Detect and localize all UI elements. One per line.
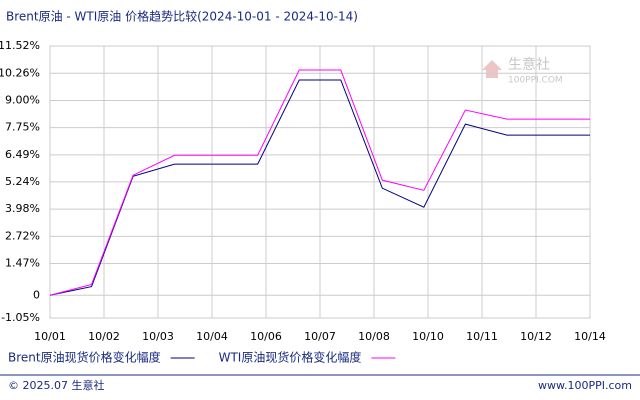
y-tick-label: -1.05% [1, 311, 40, 324]
y-tick-label: 2.72% [5, 229, 40, 242]
y-tick-label: 7.75% [5, 121, 40, 134]
legend-label: WTI原油现货价格变化幅度 [219, 350, 362, 365]
y-tick-label: 1.47% [5, 256, 40, 269]
footer-right: www.100PPI.com [538, 379, 632, 392]
watermark-sub: 100PPI.COM [508, 76, 563, 86]
x-tick-label: 10/03 [142, 330, 174, 343]
y-tick-label: 10.26% [0, 66, 40, 79]
y-tick-label: 0 [33, 288, 40, 301]
watermark-text: 生意社 [508, 56, 550, 73]
legend-label: Brent原油现货价格变化幅度 [8, 350, 161, 365]
footer-left: © 2025.07 生意社 [8, 378, 104, 392]
x-tick-label: 10/07 [304, 330, 336, 343]
y-tick-label: 5.24% [5, 175, 40, 188]
y-tick-label: 3.98% [5, 202, 40, 215]
x-tick-label: 10/14 [574, 330, 606, 343]
x-tick-label: 10/11 [466, 330, 498, 343]
x-tick-label: 10/10 [412, 330, 444, 343]
x-tick-label: 10/08 [358, 330, 390, 343]
y-tick-label: 11.52% [0, 39, 40, 52]
watermark: 生意社 100PPI.COM [482, 56, 563, 86]
x-tick-label: 10/12 [520, 330, 552, 343]
logo [482, 60, 502, 78]
x-tick-label: 10/02 [88, 330, 120, 343]
x-tick-label: 10/01 [34, 330, 66, 343]
chart-title: Brent原油 - WTI原油 价格趋势比较(2024-10-01 - 2024… [6, 9, 358, 24]
series-line [49, 69, 590, 296]
x-tick-label: 10/04 [196, 330, 228, 343]
y-tick-label: 9.00% [5, 94, 40, 107]
x-tick-label: 10/06 [250, 330, 282, 343]
y-tick-label: 6.49% [5, 148, 40, 161]
